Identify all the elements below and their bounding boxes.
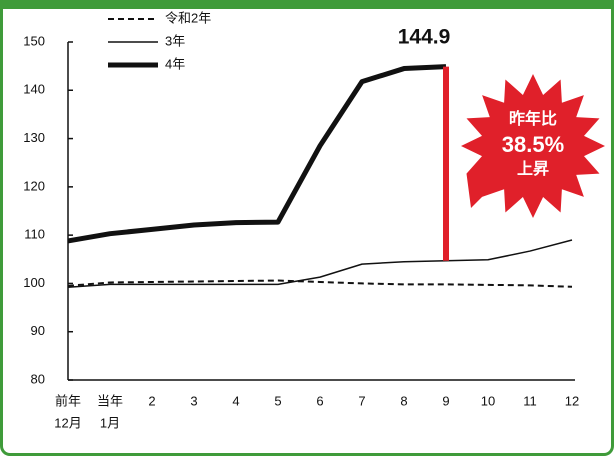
line-series [67,279,573,288]
x-tick-label: 6 [316,393,323,408]
legend-label: 3年 [165,33,185,48]
x-tick-label: 11 [523,393,537,408]
x-tick-label: 7 [358,393,365,408]
y-tick-label: 140 [23,82,45,97]
annotation: 昨年比 [509,109,557,128]
legend-label: 令和2年 [165,10,211,25]
legend-label: 4年 [165,56,185,71]
y-tick-label: 100 [23,275,45,290]
chart: 80 90 100 110 120 130 140 150 前年 12月 当年 1月 2 3 4 5 6 7 8 9 1… [23,10,605,430]
x-tick-sublabel: 1月 [100,415,120,430]
x-tick-label: 10 [481,393,495,408]
x-tick-label: 前年 [55,393,81,408]
x-tick-label: 4 [232,393,239,408]
line-series [67,64,447,244]
y-tick-label: 110 [24,227,45,242]
x-tick-label: 3 [190,393,197,408]
x-tick-label: 2 [148,393,155,408]
starburst [461,74,605,218]
y-tick-label: 90 [31,323,45,338]
annotation: 38.5% [502,132,564,157]
y-tick-label: 130 [23,130,45,145]
line-series [67,239,573,289]
y-tick-label: 150 [23,33,45,48]
x-tick-label: 当年 [97,393,123,408]
x-tick-sublabel: 12月 [54,415,81,430]
x-tick-label: 8 [400,393,407,408]
x-tick-label: 5 [274,393,281,408]
data-label: 144.9 [398,26,451,49]
x-tick-label: 9 [442,393,449,408]
annotation: 上昇 [517,160,549,178]
x-tick-label: 12 [565,393,579,408]
y-tick-label: 120 [23,178,45,193]
y-tick-label: 80 [31,371,45,386]
